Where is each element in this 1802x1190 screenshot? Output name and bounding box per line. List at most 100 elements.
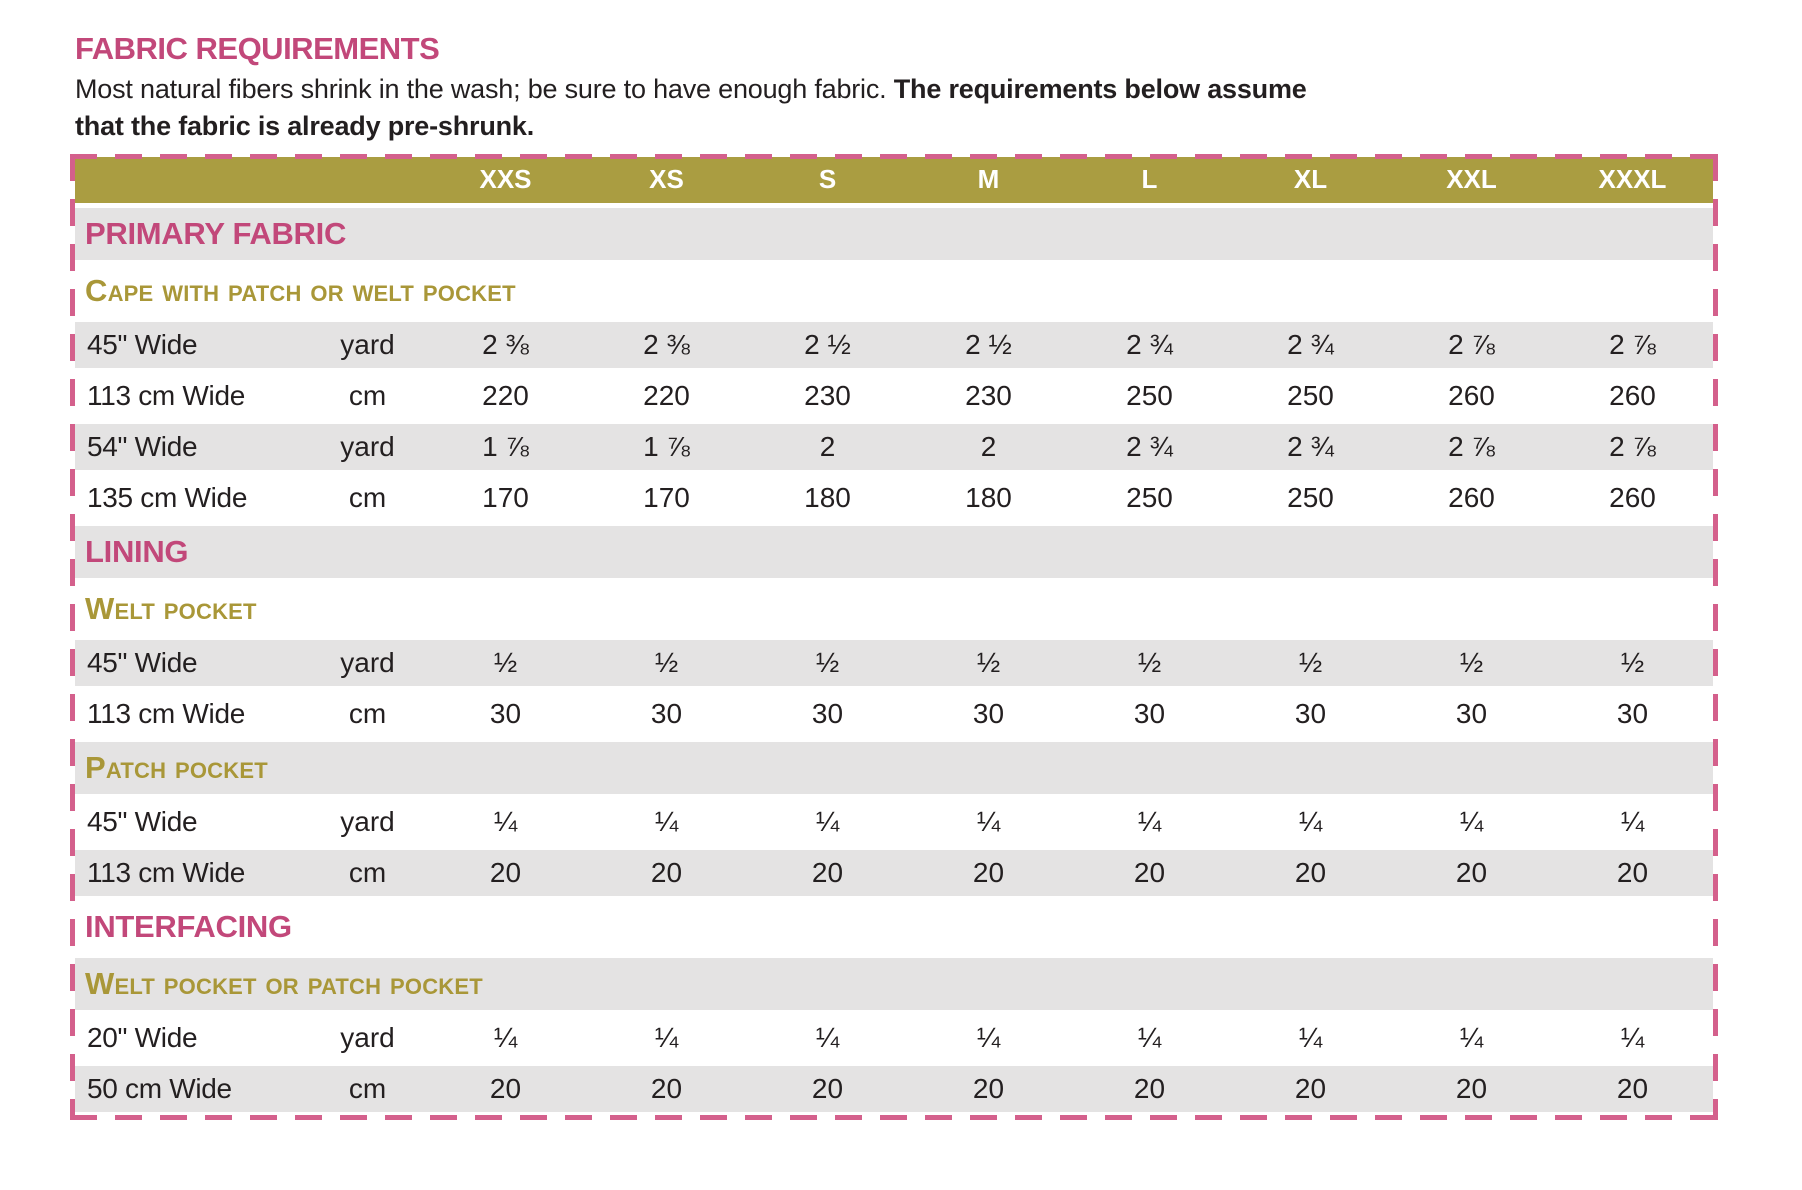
value-cell: ¼: [1298, 805, 1323, 837]
group-header-row: Cape with Patch or Welt Pocket: [75, 264, 1713, 317]
value-cell: 260: [1448, 379, 1495, 411]
value-cell: ¼: [1137, 805, 1162, 837]
group-title: Welt Pocket: [85, 590, 257, 626]
size-header-row: XXS XS S M L XL XXL XXXL: [75, 156, 1713, 203]
size-column-header: M: [977, 164, 1000, 195]
value-cell: 180: [804, 481, 851, 513]
value-cell: 230: [804, 379, 851, 411]
unit-cell: cm: [348, 856, 387, 888]
value-cell: 20: [1133, 1072, 1166, 1104]
row-label: 113 cm Wide: [87, 856, 246, 888]
section-title: INTERFACING: [85, 908, 292, 944]
value-cell: 2 ½: [965, 328, 1012, 360]
value-cell: 20: [1616, 856, 1649, 888]
cut-line-dashed-border-right: [1713, 153, 1718, 1120]
value-cell: ½: [976, 646, 1001, 678]
value-cell: 250: [1287, 379, 1334, 411]
value-cell: ¼: [815, 805, 840, 837]
value-cell: 250: [1287, 481, 1334, 513]
value-cell: 30: [972, 697, 1005, 729]
value-cell: 30: [811, 697, 844, 729]
value-cell: 2 ¾: [1126, 430, 1173, 462]
section-header-row: LINING: [75, 525, 1713, 578]
value-cell: 230: [965, 379, 1012, 411]
value-cell: 30: [1133, 697, 1166, 729]
section-header-row: INTERFACING: [75, 900, 1713, 953]
size-column-header: L: [1141, 164, 1158, 195]
unit-cell: yard: [340, 646, 395, 678]
value-cell: 2 ⅜: [482, 328, 529, 360]
value-cell: 2 ½: [804, 328, 851, 360]
size-column-header: XXS: [479, 164, 532, 195]
table-row: 45" Wide yard 2 ⅜ 2 ⅜ 2 ½ 2 ½ 2 ¾ 2 ¾ 2 ⅞ 2 ⅞: [75, 321, 1713, 368]
value-cell: 30: [1455, 697, 1488, 729]
value-cell: ¼: [1459, 805, 1484, 837]
table-row: 135 cm Wide cm 170 170 180 180 250 250 260 260: [75, 474, 1713, 521]
page-title: FABRIC REQUIREMENTS: [75, 31, 440, 66]
value-cell: 2: [980, 430, 997, 462]
value-cell: 2 ⅞: [1448, 328, 1495, 360]
value-cell: ¼: [976, 1021, 1001, 1053]
value-cell: ¼: [493, 1021, 518, 1053]
table-row: 50 cm Wide cm 20 20 20 20 20 20 20 20: [75, 1065, 1713, 1112]
group-title: Patch Pocket: [85, 749, 268, 785]
table-row: 113 cm Wide cm 220 220 230 230 250 250 260 260: [75, 372, 1713, 419]
value-cell: ½: [1620, 646, 1645, 678]
size-column-header: XL: [1293, 164, 1328, 195]
value-cell: 180: [965, 481, 1012, 513]
row-label: 113 cm Wide: [87, 697, 246, 729]
fabric-requirements-table: XXS XS S M L XL XXL XXXL PRIMARY FABRIC Cape with…: [70, 153, 1718, 1120]
value-cell: ¼: [1620, 1021, 1645, 1053]
value-cell: 20: [811, 1072, 844, 1104]
value-cell: 20: [1294, 856, 1327, 888]
value-cell: 20: [972, 1072, 1005, 1104]
row-label: 50 cm Wide: [87, 1072, 232, 1104]
unit-cell: yard: [340, 805, 395, 837]
value-cell: ¼: [654, 1021, 679, 1053]
size-column-header: XS: [649, 164, 684, 195]
unit-cell: cm: [348, 481, 387, 513]
value-cell: 20: [650, 856, 683, 888]
value-cell: 30: [1294, 697, 1327, 729]
value-cell: 170: [482, 481, 529, 513]
value-cell: 20: [1294, 1072, 1327, 1104]
value-cell: 20: [1133, 856, 1166, 888]
intro-text: Most natural fibers shrink in the wash; …: [75, 71, 1350, 145]
value-cell: ¼: [976, 805, 1001, 837]
section-header-row: PRIMARY FABRIC: [75, 207, 1713, 260]
value-cell: 20: [1616, 1072, 1649, 1104]
table-row: 113 cm Wide cm 20 20 20 20 20 20 20 20: [75, 849, 1713, 896]
document-page: FABRIC REQUIREMENTS Most natural fibers …: [70, 31, 1718, 1120]
size-column-header: XXL: [1446, 164, 1497, 195]
size-column-header: S: [818, 164, 837, 195]
table-row: 54" Wide yard 1 ⅞ 1 ⅞ 2 2 2 ¾ 2 ¾ 2 ⅞ 2 ⅞: [75, 423, 1713, 470]
value-cell: 2 ⅞: [1609, 430, 1656, 462]
value-cell: 2 ⅜: [643, 328, 690, 360]
row-label: 54" Wide: [87, 430, 198, 462]
value-cell: 30: [489, 697, 522, 729]
value-cell: ¼: [654, 805, 679, 837]
row-label: 135 cm Wide: [87, 481, 248, 513]
unit-cell: yard: [340, 1021, 395, 1053]
value-cell: 2 ¾: [1287, 328, 1334, 360]
value-cell: 2: [819, 430, 836, 462]
section-title: LINING: [85, 533, 189, 569]
value-cell: 1 ⅞: [482, 430, 529, 462]
unit-cell: yard: [340, 328, 395, 360]
value-cell: ¼: [1620, 805, 1645, 837]
value-cell: 260: [1609, 379, 1656, 411]
unit-cell: cm: [348, 379, 387, 411]
cut-line-dashed-border-left: [70, 153, 75, 1120]
table-row: 20" Wide yard ¼ ¼ ¼ ¼ ¼ ¼ ¼ ¼: [75, 1014, 1713, 1061]
table-row: 45" Wide yard ½ ½ ½ ½ ½ ½ ½ ½: [75, 639, 1713, 686]
row-label: 20" Wide: [87, 1021, 198, 1053]
row-label: 45" Wide: [87, 805, 198, 837]
value-cell: 260: [1609, 481, 1656, 513]
value-cell: 20: [650, 1072, 683, 1104]
group-title: Welt Pocket or Patch Pocket: [85, 965, 483, 1001]
value-cell: 1 ⅞: [643, 430, 690, 462]
value-cell: ¼: [1137, 1021, 1162, 1053]
table-body: XXS XS S M L XL XXL XXXL PRIMARY FABRIC Cape with…: [75, 156, 1713, 1112]
value-cell: ½: [1459, 646, 1484, 678]
table-row: 113 cm Wide cm 30 30 30 30 30 30 30 30: [75, 690, 1713, 737]
